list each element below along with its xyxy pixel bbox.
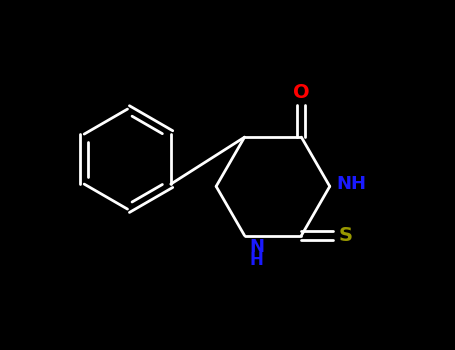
Text: S: S <box>339 226 353 245</box>
Text: NH: NH <box>337 175 367 193</box>
Text: O: O <box>293 83 310 102</box>
Text: H: H <box>249 252 263 270</box>
Text: N: N <box>249 238 264 256</box>
